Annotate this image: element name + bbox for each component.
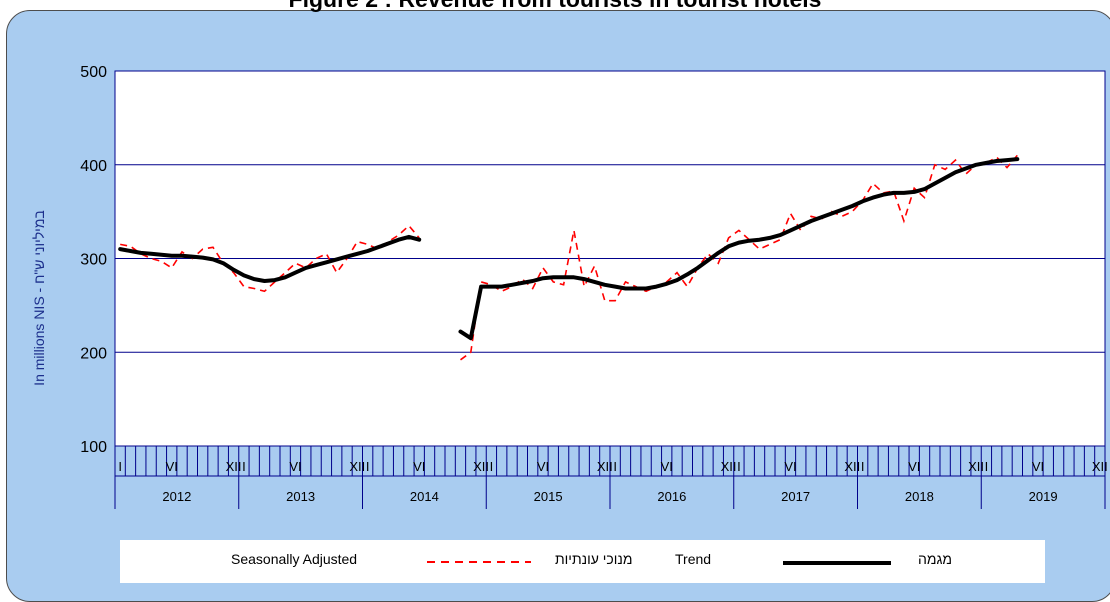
month-tick-label: XII: [349, 459, 365, 474]
legend: Seasonally Adjusted מנוכי עונתיות Trend …: [120, 540, 1045, 583]
month-tick-label: XII: [473, 459, 489, 474]
month-tick-label: VI: [413, 459, 425, 474]
month-tick-label: VI: [537, 459, 549, 474]
legend-label-trend-english: Trend: [675, 551, 712, 567]
y-tick-label: 300: [80, 252, 107, 269]
month-tick-label: I: [366, 459, 370, 474]
legend-label-sa-hebrew: מנוכי עונתיות: [555, 551, 633, 567]
legend-label-trend-hebrew: מגמה: [918, 551, 953, 567]
year-label: 2019: [1029, 489, 1058, 504]
year-label: 2016: [657, 489, 686, 504]
month-tick-label: VI: [166, 459, 178, 474]
year-label: 2017: [781, 489, 810, 504]
y-axis-ticks: 100 200 300 400 500: [80, 64, 107, 456]
gridlines: [115, 164, 1105, 353]
month-tick-label: XII: [597, 459, 613, 474]
trend-line: [458, 157, 1020, 341]
month-tick-label: I: [118, 459, 122, 474]
month-tick-label: XII: [968, 459, 984, 474]
month-tick-label: XII: [1092, 459, 1108, 474]
month-tick-label: I: [985, 459, 989, 474]
y-tick-label: 500: [80, 64, 107, 81]
trend-line: [118, 234, 422, 283]
series-lines: [118, 154, 1020, 361]
legend-swatch-sa: [427, 561, 531, 563]
year-label: 2012: [162, 489, 191, 504]
month-tick-label: VI: [784, 459, 796, 474]
year-label: 2018: [905, 489, 934, 504]
month-tick-label: VI: [908, 459, 920, 474]
month-tick-label: XII: [721, 459, 737, 474]
month-tick-label: VI: [661, 459, 673, 474]
month-tick-label: XII: [844, 459, 860, 474]
y-tick-label: 400: [80, 158, 107, 175]
year-label: 2014: [410, 489, 439, 504]
y-tick-label: 200: [80, 345, 107, 362]
month-tick-label: I: [490, 459, 494, 474]
month-tick-label: I: [613, 459, 617, 474]
y-tick-label: 100: [80, 439, 107, 456]
month-tick-label: I: [242, 459, 246, 474]
legend-swatch-trend: [783, 561, 891, 565]
seasonally-adjusted-line: [460, 154, 1018, 361]
month-tick-label: VI: [1032, 459, 1044, 474]
x-axis: I VI XII 2012 I VI XII 2013 I VI XII 2014 I VI XII 2015…: [114, 446, 1108, 509]
year-label: 2015: [534, 489, 563, 504]
month-tick-label: I: [737, 459, 741, 474]
year-label: 2013: [286, 489, 315, 504]
y-axis-label: In millions NIS - במיליוני ש"ח: [31, 210, 47, 386]
line-chart: 100 200 300 400 500 I VI XII 2012 I VI XII 2013 I VI X…: [31, 64, 1108, 509]
month-tick-label: I: [861, 459, 865, 474]
legend-label-sa-english: Seasonally Adjusted: [231, 551, 358, 567]
month-tick-label: XII: [226, 459, 242, 474]
month-tick-label: VI: [289, 459, 301, 474]
chart-title: Figure 2 : Revenue from tourists in tour…: [0, 0, 1110, 13]
